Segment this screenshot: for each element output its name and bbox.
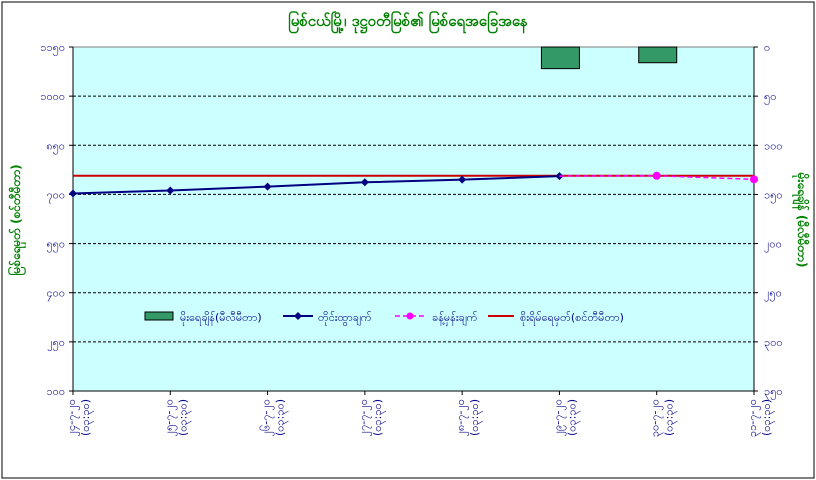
y-tick-label: ၄၀၀	[46, 287, 65, 302]
legend-marker-forecast	[406, 312, 414, 320]
y-tick-label: ၁၁၅၀	[40, 41, 65, 56]
y2-axis-title: မိုးရေချိန် (မီလီမီတာ)	[791, 172, 811, 268]
y2-tick-label: ၁၀၀	[764, 139, 783, 152]
y-tick-label: ၈၅၀	[46, 139, 65, 154]
rain-bar	[638, 46, 678, 64]
x-tick-label: ၂၈-၇-၂၀	[454, 399, 469, 436]
y-tick-label: ၁၀၀	[46, 385, 65, 398]
y2-tick-label: ၂၅၀	[764, 287, 782, 302]
x-tick-label: ၂၉-၇-၂၀	[551, 399, 566, 436]
x-tick-time: (၀၃:၃၀)	[468, 399, 483, 436]
observed-point	[263, 182, 272, 191]
y-tick-label: ၁၀၀၀	[40, 90, 65, 103]
forecast-point	[750, 175, 758, 184]
y-tick-label: ၂၅၀	[47, 336, 65, 351]
legend-label-observed: တိုင်းထွာချက်	[318, 311, 372, 326]
y2-tick-label: ၃၀၀	[764, 336, 783, 351]
x-tick-time: (၀၃:၃၀)	[565, 399, 580, 436]
y-tick-label: ၅၅၀	[46, 238, 65, 253]
x-tick-time: (၀၃:၃၀)	[274, 399, 289, 436]
legend-swatch-rain	[144, 311, 174, 321]
y-tick-label: ၇၀၀	[46, 188, 65, 203]
observed-point	[69, 189, 77, 198]
x-tick-time: (၀၃:၃၀)	[79, 399, 94, 436]
observed-point	[458, 175, 467, 184]
plot-background	[72, 46, 755, 392]
x-tick-label: ၂၅-၇-၂၀	[162, 399, 177, 436]
x-tick-time: (၀၃:၃၀)	[760, 399, 775, 436]
x-tick-label: ၃၁-၇-၂၀	[746, 399, 761, 437]
y2-tick-label: ၅၀	[764, 90, 776, 105]
legend-label-rain: မိုးရေချိန်(မီလီမီတာ)	[180, 311, 262, 326]
x-tick-label: ၂၆-၇-၂၀	[260, 399, 275, 436]
x-tick-time: (၀၃:၃၀)	[371, 399, 386, 436]
legend-marker-observed	[294, 312, 302, 320]
legend-label-warning: စိုးရိမ်ရေမှတ်(စင်တီမီတာ)	[520, 311, 624, 326]
rain-bar	[540, 46, 580, 70]
forecast-point	[652, 171, 661, 180]
y2-tick-label: ၁၅၀	[764, 188, 783, 203]
x-tick-label: ၂၇-၇-၂၀	[357, 399, 372, 436]
observed-point	[360, 178, 369, 187]
observed-line	[72, 175, 560, 195]
x-tick-label: ၂၄-၇-၂၀	[65, 399, 80, 436]
y2-tick-label: ၃၅၀	[764, 385, 783, 400]
y2-tick-label: ၂၀၀	[764, 238, 782, 253]
y-axis-title: မြစ်ရေမှတ် (စင်တီမီတာ)	[6, 164, 27, 275]
x-tick-time: (၀၃:၃၀)	[176, 399, 191, 436]
y2-tick-label: ၀	[764, 41, 770, 54]
x-tick-label: ၃၀-၇-၂၀	[649, 399, 664, 437]
legend-label-forecast: ခန့်မှန်းချက်	[432, 311, 478, 326]
x-tick-time: (၀၃:၃၀)	[663, 399, 678, 436]
observed-point	[166, 186, 175, 195]
